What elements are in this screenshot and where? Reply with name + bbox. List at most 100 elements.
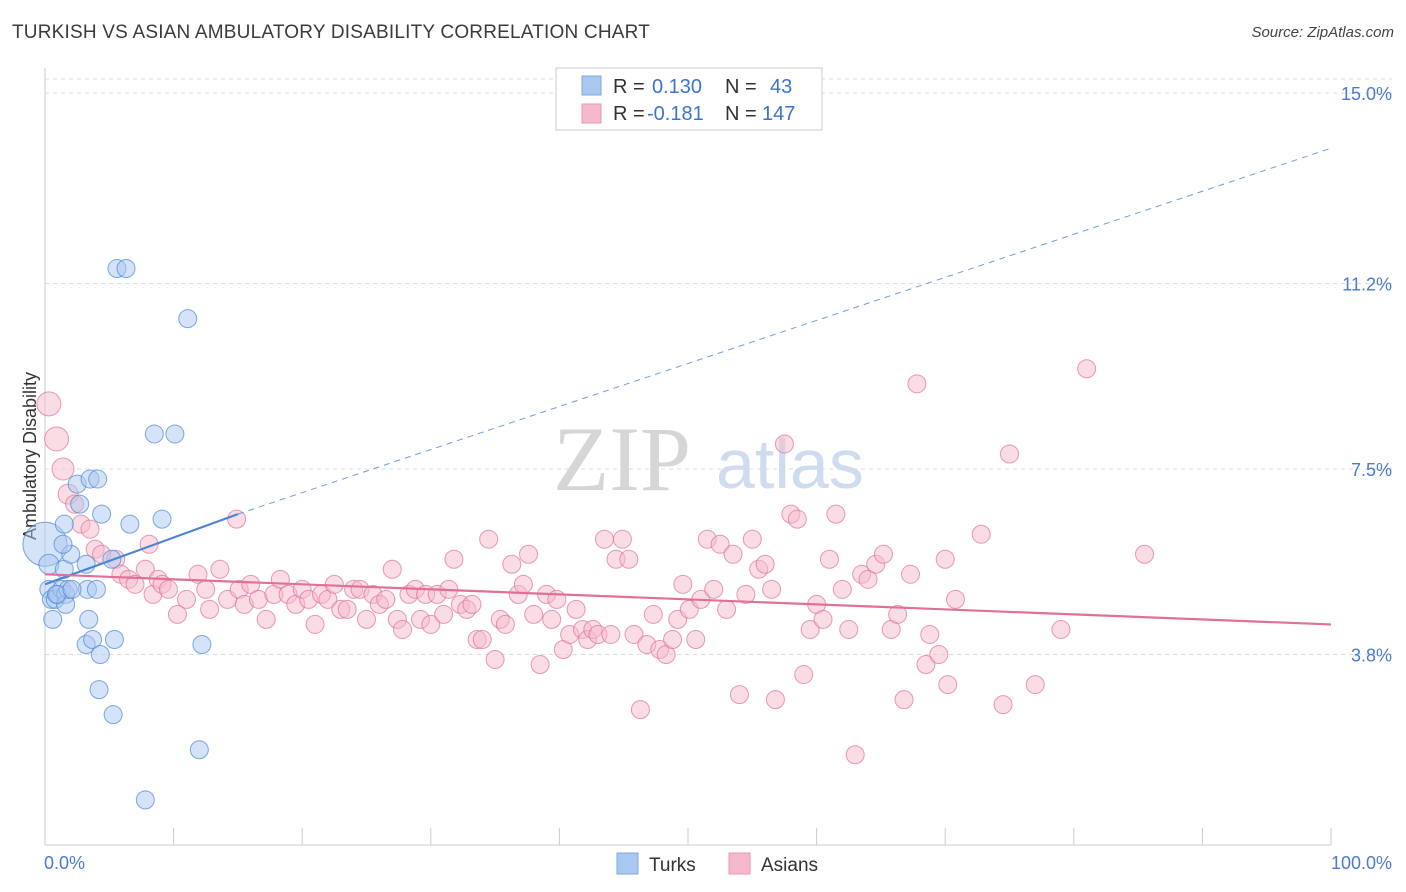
- point-turks-35: [144, 424, 164, 444]
- point-asians-31: [256, 609, 276, 629]
- point-asians-144: [993, 695, 1013, 715]
- point-asians-19: [167, 604, 187, 624]
- point-turks-30: [103, 705, 123, 725]
- point-asians-143: [971, 524, 991, 544]
- point-asians-147: [1051, 619, 1071, 639]
- point-asians-12: [125, 574, 145, 594]
- legend-top: R = 0.130 N = 43 R = -0.181 N = 147: [555, 67, 823, 131]
- point-asians-46: [357, 609, 376, 629]
- y-tick-label-3: 15.0%: [1341, 84, 1392, 104]
- point-asians-138: [920, 624, 940, 644]
- trend-line-asians: [44, 573, 1332, 626]
- point-asians-146: [1025, 675, 1045, 695]
- point-asians-124: [826, 504, 846, 524]
- point-asians-52: [393, 619, 413, 639]
- point-turks-27: [89, 680, 109, 700]
- point-asians-134: [894, 690, 914, 710]
- trend-lines: [44, 147, 1332, 626]
- series-asians: [36, 359, 1155, 765]
- point-asians-123: [819, 549, 839, 569]
- point-turks-39: [189, 740, 209, 760]
- point-asians-102: [686, 629, 706, 649]
- point-turks-25: [90, 645, 110, 665]
- point-asians-119: [794, 665, 814, 685]
- point-asians-111: [742, 529, 762, 549]
- legend-r-label-2: R =: [613, 103, 645, 125]
- point-asians-142: [945, 589, 965, 609]
- point-asians-59: [434, 604, 454, 624]
- point-asians-29: [241, 574, 261, 594]
- point-asians-76: [530, 655, 550, 675]
- y-tick-labels: 3.8% 7.5% 11.2% 15.0%: [1341, 84, 1392, 665]
- point-asians-57: [421, 614, 441, 634]
- point-turks-23: [88, 469, 108, 489]
- point-asians-21: [188, 564, 208, 584]
- point-asians-139: [929, 645, 949, 665]
- point-asians-120: [800, 619, 820, 639]
- legend-r-value-2: -0.181: [647, 103, 704, 125]
- legend-r-value-1: 0.130: [652, 76, 702, 98]
- legend-bottom-swatch-turks: [616, 852, 639, 875]
- x-tick-marks: [44, 828, 1332, 845]
- point-asians-20: [176, 589, 196, 609]
- point-asians-23: [200, 599, 220, 619]
- x-tick-label-0: 0.0%: [44, 853, 85, 873]
- point-asians-114: [762, 579, 782, 599]
- point-asians-131: [873, 544, 893, 564]
- point-asians-149: [1135, 544, 1155, 564]
- x-tick-labels: 0.0% 100.0%: [44, 853, 1392, 873]
- point-asians-88: [601, 624, 621, 644]
- point-turks-32: [116, 259, 136, 279]
- source-label: Source: ZipAtlas.com: [1251, 24, 1394, 41]
- point-asians-0: [36, 391, 62, 417]
- point-asians-127: [845, 745, 865, 765]
- point-asians-95: [643, 604, 663, 624]
- point-asians-137: [916, 655, 936, 675]
- legend-n-label-2: N =: [725, 103, 757, 125]
- point-asians-70: [495, 614, 515, 634]
- point-asians-87: [594, 529, 614, 549]
- point-asians-1: [44, 426, 70, 452]
- point-turks-26: [92, 504, 112, 524]
- point-turks-36: [152, 509, 172, 529]
- point-asians-67: [479, 529, 499, 549]
- chart-title: TURKISH VS ASIAN AMBULATORY DISABILITY C…: [12, 22, 651, 43]
- point-asians-126: [839, 619, 859, 639]
- point-asians-75: [524, 604, 544, 624]
- point-turks-33: [120, 514, 140, 534]
- y-tick-label-1: 7.5%: [1351, 460, 1392, 480]
- series-turks: [22, 259, 212, 810]
- legend-bottom: Turks Asians: [616, 852, 818, 876]
- point-asians-92: [624, 624, 644, 644]
- point-turks-38: [178, 309, 198, 329]
- point-turks-14: [53, 534, 73, 554]
- point-asians-118: [787, 509, 807, 529]
- y-tick-label-2: 11.2%: [1342, 275, 1392, 295]
- point-asians-78: [542, 609, 562, 629]
- point-asians-91: [619, 549, 639, 569]
- point-asians-66: [472, 629, 492, 649]
- legend-n-label-1: N =: [725, 76, 757, 98]
- point-turks-24: [86, 579, 106, 599]
- point-asians-68: [485, 650, 505, 670]
- legend-n-value-2: 147: [762, 103, 795, 125]
- point-asians-116: [774, 434, 794, 454]
- point-asians-100: [673, 574, 693, 594]
- point-asians-105: [704, 579, 724, 599]
- y-axis-label: Ambulatory Disability: [20, 372, 40, 540]
- point-asians-73: [513, 574, 533, 594]
- point-asians-106: [710, 534, 730, 554]
- point-asians-109: [729, 685, 749, 705]
- point-asians-148: [1077, 359, 1097, 379]
- point-asians-6: [80, 519, 100, 539]
- point-asians-110: [736, 584, 756, 604]
- point-asians-38: [305, 614, 325, 634]
- watermark: ZIP atlas: [553, 408, 864, 510]
- point-asians-71: [502, 554, 522, 574]
- point-asians-43: [337, 599, 357, 619]
- point-asians-93: [630, 700, 650, 720]
- point-asians-74: [519, 544, 539, 564]
- point-asians-2: [51, 457, 75, 481]
- point-asians-82: [566, 599, 586, 619]
